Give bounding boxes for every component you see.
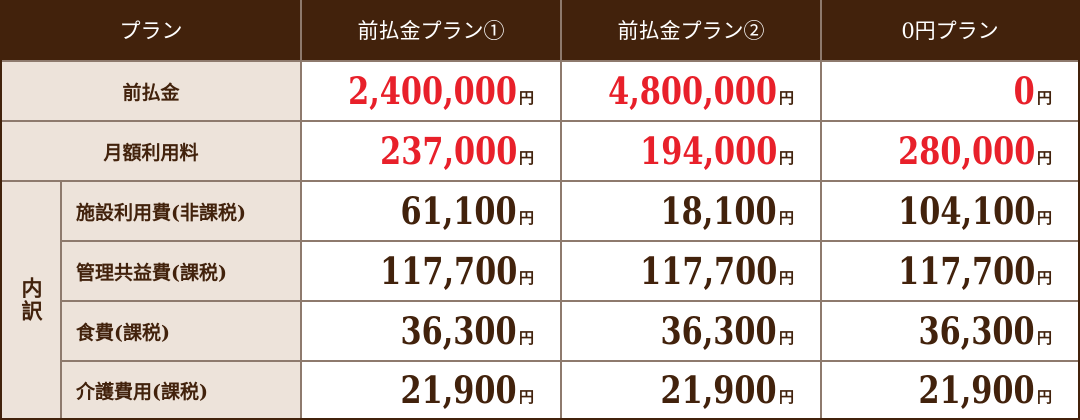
header-zero-yen-plan: 0円プラン xyxy=(901,19,999,43)
cell-plan-2: 4,800,000 円 xyxy=(562,62,822,120)
row-label: 月額利用料 xyxy=(2,122,302,180)
cell-plan-2: 117,700 円 xyxy=(562,242,822,300)
cell-plan-1: 61,100 円 xyxy=(302,182,562,240)
cell-plan-1: 237,000 円 xyxy=(302,122,562,180)
row-label: 前払金 xyxy=(2,62,302,120)
cell-plan-3: 104,100 円 xyxy=(822,182,1078,240)
cell-plan-1: 117,700 円 xyxy=(302,242,562,300)
breakdown-group-label: 内訳 xyxy=(2,180,62,418)
row-label: 介護費用(課税) xyxy=(62,362,302,418)
table-row-monthly: 月額利用料 237,000 円 194,000 円 280,000 円 xyxy=(2,120,1078,180)
table-row-breakdown: 管理共益費(課税) 117,700 円 117,700 円 117,700 円 xyxy=(2,240,1078,300)
cell-plan-3: 280,000 円 xyxy=(822,122,1078,180)
table-row-breakdown: 介護費用(課税) 21,900 円 21,900 円 21,900 円 xyxy=(2,360,1078,418)
header-plan: プラン xyxy=(2,0,302,60)
cell-plan-1: 2,400,000 円 xyxy=(302,62,562,120)
table-header: プラン 前払金プラン① 前払金プラン② 0円プラン xyxy=(2,0,1078,60)
cell-plan-1: 21,900 円 xyxy=(302,362,562,418)
cell-plan-2: 18,100 円 xyxy=(562,182,822,240)
row-label: 施設利用費(非課税) xyxy=(62,182,302,240)
table-row-breakdown: 食費(課税) 36,300 円 36,300 円 36,300 円 xyxy=(2,300,1078,360)
cell-plan-3: 36,300 円 xyxy=(822,302,1078,360)
header-prepay-plan-2: 前払金プラン② xyxy=(562,0,822,60)
cell-plan-2: 21,900 円 xyxy=(562,362,822,418)
cell-plan-3: 117,700 円 xyxy=(822,242,1078,300)
table-row-breakdown: 施設利用費(非課税) 61,100 円 18,100 円 104,100 円 xyxy=(2,180,1078,240)
header-prepay-plan-1: 前払金プラン① xyxy=(302,0,562,60)
cell-plan-2: 36,300 円 xyxy=(562,302,822,360)
cell-plan-2: 194,000 円 xyxy=(562,122,822,180)
cell-plan-1: 36,300 円 xyxy=(302,302,562,360)
cell-plan-3: 21,900 円 xyxy=(822,362,1078,418)
row-label: 管理共益費(課税) xyxy=(62,242,302,300)
row-label: 食費(課税) xyxy=(62,302,302,360)
